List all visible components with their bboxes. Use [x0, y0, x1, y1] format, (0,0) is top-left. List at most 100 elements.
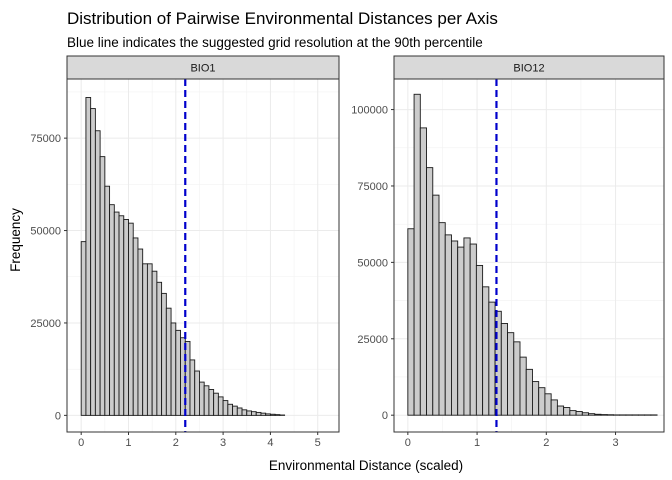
histogram-bar: [241, 409, 248, 416]
histogram-bar: [128, 222, 134, 416]
histogram-bar: [463, 237, 471, 416]
x-tick-label: 0: [405, 437, 411, 449]
histogram-bar: [588, 413, 596, 416]
facet-strip-label: BIO1: [190, 63, 215, 75]
panel-border: [66, 78, 340, 433]
y-tick-label: 50000: [30, 226, 61, 238]
histogram-bar: [189, 359, 196, 416]
x-axis-title: Environmental Distance (scaled): [269, 458, 463, 473]
histogram-bar: [265, 413, 271, 416]
x-tick-label: 0: [78, 437, 84, 449]
histogram-bar: [451, 240, 459, 416]
histogram-bar: [80, 241, 87, 416]
histogram-bar: [104, 185, 111, 416]
x-tick-label: 3: [220, 437, 226, 449]
histogram-bar: [161, 292, 167, 416]
histogram-bar: [208, 389, 215, 416]
histogram-bar: [507, 332, 515, 416]
chart-subtitle: Blue line indicates the suggested grid r…: [67, 35, 483, 50]
x-tick-label: 2: [543, 437, 549, 449]
histogram-bar: [255, 411, 262, 416]
histogram-bar: [432, 194, 440, 416]
panel-bio1: BIO1 0 1 2 3 4 5 0 25000 50000 75000: [30, 55, 340, 449]
x-tick-label: 3: [612, 437, 618, 449]
y-tick-label: 75000: [357, 181, 388, 193]
y-tick-label: 0: [55, 410, 61, 422]
histogram-bar: [413, 93, 421, 416]
histogram-bar: [563, 407, 571, 416]
histogram-bar: [109, 204, 115, 416]
histogram-bar: [222, 400, 229, 416]
histogram-bar: [142, 263, 148, 416]
histogram-bar: [246, 410, 252, 416]
panel-border: [393, 78, 665, 433]
histogram-bar: [146, 263, 153, 416]
histogram-bar: [274, 414, 281, 416]
histogram-bar: [269, 413, 276, 416]
histogram-bar: [251, 411, 257, 416]
histogram-bar: [175, 329, 181, 416]
histogram-bar: [581, 412, 589, 416]
y-tick-label: 75000: [30, 133, 61, 145]
x-tick-label: 5: [315, 437, 321, 449]
panel-bio12: BIO12 0 1 2 3 0 25000 50000 75000 100000: [351, 55, 665, 449]
histogram-bar: [426, 167, 434, 416]
histogram-bar: [132, 237, 139, 416]
histogram-bar: [227, 403, 234, 416]
histogram-bar: [419, 127, 427, 416]
histogram-bar: [444, 234, 452, 416]
histogram-bar: [217, 396, 224, 416]
histogram-bar: [90, 108, 96, 416]
y-tick-label: 25000: [357, 334, 388, 346]
histogram-bar: [194, 370, 200, 416]
histogram-bar: [260, 412, 267, 416]
y-tick-label: 100000: [351, 105, 388, 117]
histogram-bar: [594, 413, 602, 416]
y-tick-label: 50000: [357, 257, 388, 269]
histogram-bar: [500, 323, 508, 416]
facet-panels: BIO1 0 1 2 3 4 5 0 25000 50000 75000 BIO12 0 1 2 3 0 2500…: [30, 55, 665, 449]
y-axis-title: Frequency: [8, 208, 23, 272]
histogram-bar: [113, 211, 120, 416]
histogram-bar: [232, 405, 238, 416]
histogram-bar: [550, 399, 558, 416]
x-tick-label: 1: [125, 437, 131, 449]
histogram-bar: [569, 410, 577, 416]
histogram-bar: [482, 286, 490, 416]
histogram-bar: [475, 264, 484, 416]
histogram-bar: [85, 97, 92, 416]
histogram-bar: [94, 130, 101, 416]
histogram-bar: [538, 387, 546, 416]
histogram-bar: [519, 356, 527, 416]
histogram-bar: [199, 381, 205, 416]
histogram-bar: [438, 222, 446, 416]
x-tick-label: 2: [173, 437, 179, 449]
histogram-bar: [213, 392, 219, 416]
histogram-bar: [525, 368, 533, 416]
chart-title: Distribution of Pairwise Environmental D…: [67, 9, 498, 28]
histogram-bar: [123, 219, 129, 416]
histogram-bar: [407, 228, 415, 416]
histogram-bar: [544, 393, 552, 416]
histogram-bar: [469, 243, 477, 416]
histogram-bar: [156, 281, 163, 416]
facet-strip-label: BIO12: [513, 63, 544, 75]
histogram-bar: [165, 307, 172, 416]
histogram-bar: [99, 156, 106, 416]
histogram-bar: [488, 301, 496, 416]
histogram-bar: [118, 215, 125, 416]
x-tick-label: 4: [267, 437, 273, 449]
x-tick-label: 1: [474, 437, 480, 449]
histogram-bar: [203, 385, 210, 416]
y-tick-label: 25000: [30, 318, 61, 330]
histogram-bar: [556, 405, 565, 416]
histogram-bar: [532, 381, 540, 416]
y-tick-label: 0: [382, 410, 388, 422]
histogram-bar: [513, 341, 521, 416]
histogram-bar: [170, 322, 177, 416]
histogram-bar: [575, 411, 583, 416]
histogram-bar: [236, 407, 243, 416]
histogram-bar: [151, 270, 158, 416]
histogram-bar: [137, 248, 144, 416]
